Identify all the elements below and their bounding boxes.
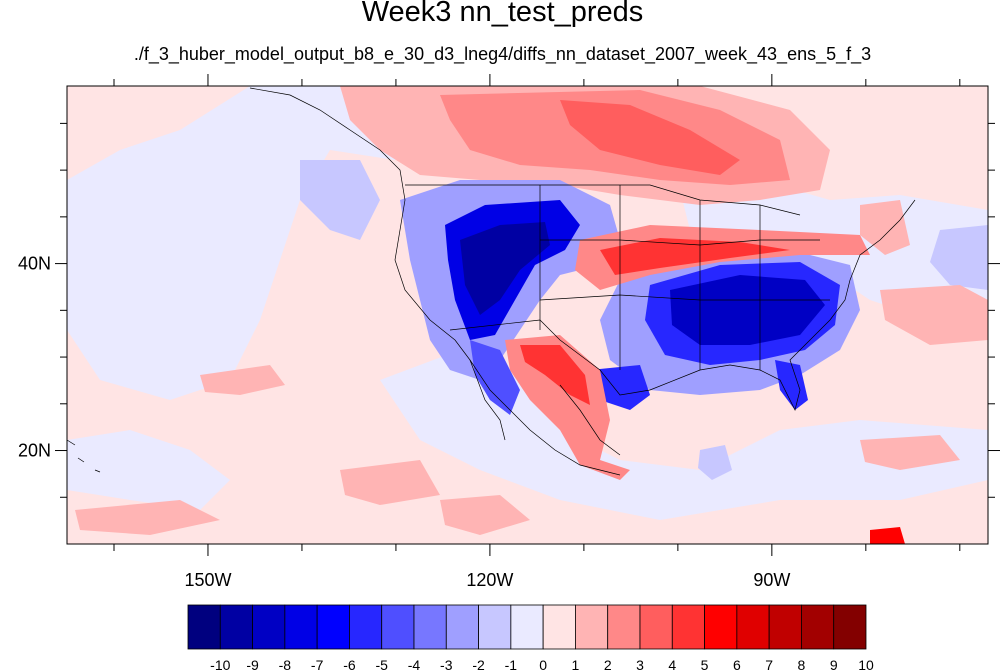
colorbar-swatch xyxy=(575,604,609,650)
colorbar-swatch xyxy=(252,604,286,650)
colorbar-label: -10 xyxy=(210,657,230,672)
lon-label: 90W xyxy=(753,570,790,590)
map-field xyxy=(67,86,988,544)
colorbar-swatch xyxy=(639,604,673,650)
lon-label: 150W xyxy=(184,570,231,590)
colorbar-swatch xyxy=(736,604,770,650)
field-atlantic-warm xyxy=(860,200,910,255)
colorbar-label: -8 xyxy=(279,657,292,672)
colorbar xyxy=(187,604,867,650)
colorbar-label: 2 xyxy=(604,657,612,672)
colorbar-label: 4 xyxy=(668,657,676,672)
colorbar-swatch xyxy=(187,604,221,650)
colorbar-labels: -10 -9 -8 -7 -6 -5 -4 -3 -2 -1 0 1 2 3 4 5 6 7 8 9 10 xyxy=(210,657,874,672)
colorbar-label: 5 xyxy=(701,657,709,672)
colorbar-swatch xyxy=(478,604,512,650)
colorbar-swatch xyxy=(542,604,576,650)
field-mexico-warm xyxy=(520,345,590,405)
field-southeast-cold xyxy=(670,275,825,345)
field-slight-negative xyxy=(380,350,988,520)
colorbar-swatch xyxy=(801,604,835,650)
field-pacific-warm xyxy=(340,460,440,505)
colorbar-label: -2 xyxy=(472,657,485,672)
field-baja-cold xyxy=(470,340,520,415)
colorbar-label: 1 xyxy=(572,657,580,672)
colorbar-label: 7 xyxy=(765,657,773,672)
field-light-negative xyxy=(930,225,988,290)
lon-label: 120W xyxy=(466,570,513,590)
field-pacific-warm xyxy=(860,435,960,470)
colorbar-label: 8 xyxy=(798,657,806,672)
colorbar-swatch xyxy=(607,604,641,650)
field-mexico-warm xyxy=(505,335,630,480)
colorbar-swatch xyxy=(704,604,738,650)
field-canada-warm xyxy=(560,100,740,175)
colorbar-label: -3 xyxy=(440,657,453,672)
colorbar-swatch xyxy=(671,604,705,650)
lat-label: 40N xyxy=(18,254,51,274)
map-subtitle: ./f_3_huber_model_output_b8_e_30_d3_lneg… xyxy=(133,44,872,64)
colorbar-swatch xyxy=(510,604,544,650)
field-caribbean-warm xyxy=(870,527,905,544)
colorbar-swatch xyxy=(381,604,415,650)
colorbar-label: -7 xyxy=(311,657,324,672)
colorbar-label: -9 xyxy=(246,657,259,672)
field-slight-negative xyxy=(67,430,230,510)
colorbar-swatch xyxy=(768,604,802,650)
coastlines xyxy=(67,87,916,476)
colorbar-swatch xyxy=(445,604,479,650)
colorbar-swatch xyxy=(219,604,253,650)
lat-label: 20N xyxy=(18,441,51,461)
field-slight-negative xyxy=(67,86,420,400)
colorbar-label: -4 xyxy=(408,657,421,672)
colorbar-label: -5 xyxy=(375,657,388,672)
colorbar-label: 0 xyxy=(539,657,547,672)
axis-labels: 40N 20N 150W 120W 90W xyxy=(18,254,790,590)
field-light-negative xyxy=(300,160,380,240)
field-pacific-warm xyxy=(75,500,220,535)
field-pacific-warm xyxy=(200,365,285,395)
colorbar-swatch xyxy=(833,604,867,650)
field-plains-warm xyxy=(600,238,790,275)
axis-ticks xyxy=(55,74,1000,556)
colorbar-label: 3 xyxy=(636,657,644,672)
map-frame xyxy=(66,85,989,545)
field-pacific-warm xyxy=(440,495,530,535)
field-light-negative xyxy=(698,445,732,480)
colorbar-label: 9 xyxy=(830,657,838,672)
colorbar-label: 6 xyxy=(733,657,741,672)
colorbar-swatch xyxy=(284,604,318,650)
colorbar-swatch xyxy=(349,604,383,650)
map-title: Week3 nn_test_preds xyxy=(361,0,644,28)
colorbar-label: -1 xyxy=(505,657,518,672)
field-florida-cold xyxy=(775,360,808,410)
field-west-cold xyxy=(460,222,550,315)
colorbar-swatch xyxy=(316,604,350,650)
colorbar-label: 10 xyxy=(858,657,874,672)
colorbar-swatch xyxy=(413,604,447,650)
colorbar-label: -6 xyxy=(343,657,356,672)
field-atlantic-warm xyxy=(880,285,988,345)
